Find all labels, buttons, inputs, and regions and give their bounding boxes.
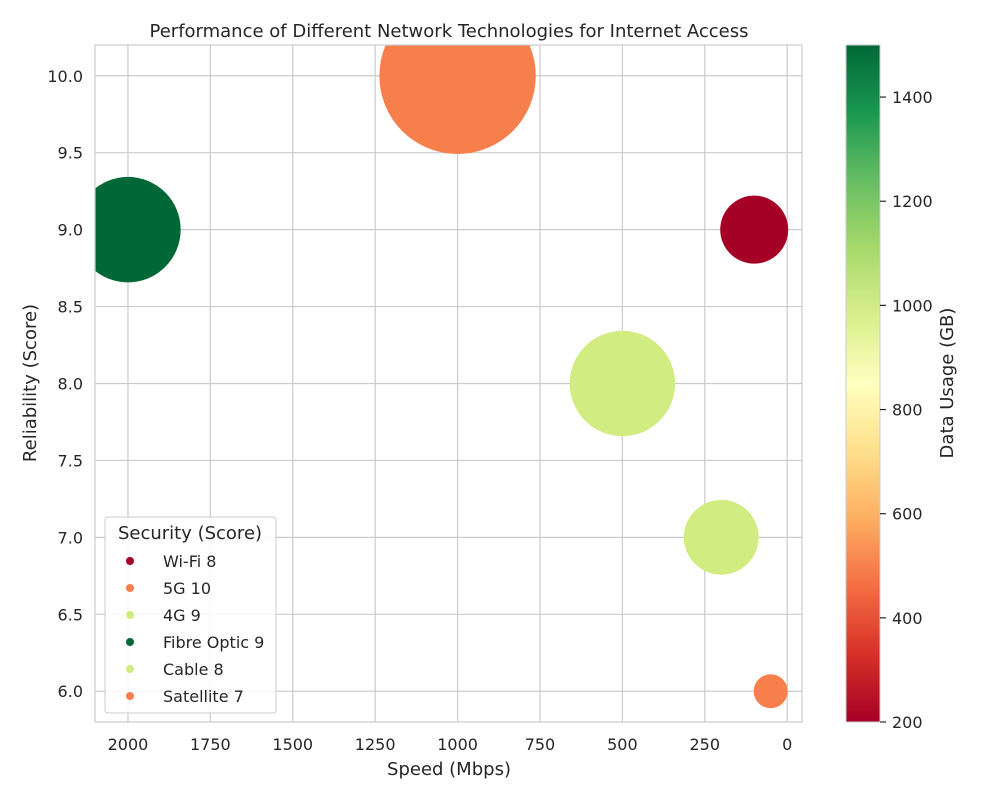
legend-marker bbox=[126, 692, 134, 700]
bubble-layer bbox=[95, 45, 789, 709]
legend-items: Wi-Fi 8 5G 10 4G 9 Fibre Optic 9 Cable 8 Sate… bbox=[126, 552, 264, 706]
colorbar-ticks: 200 400 600 800 1000 1200 1400 bbox=[880, 88, 933, 732]
x-tick-label: 1250 bbox=[355, 735, 396, 754]
colorbar-tick-label: 200 bbox=[892, 713, 923, 732]
colorbar-tick-label: 400 bbox=[892, 609, 923, 628]
x-tick-label: 0 bbox=[782, 735, 792, 754]
y-tick-label: 6.5 bbox=[58, 605, 83, 624]
legend-box bbox=[104, 516, 277, 714]
y-tick-label: 9.5 bbox=[58, 144, 83, 163]
legend-marker bbox=[126, 584, 134, 592]
y-tick-label: 8.5 bbox=[58, 298, 83, 317]
colorbar-tick-label: 1000 bbox=[892, 296, 933, 315]
colorbar-tick-label: 1400 bbox=[892, 88, 933, 107]
y-tick-label: 7.5 bbox=[58, 451, 83, 470]
legend: Security (Score) Wi-Fi 8 5G 10 4G 9 Fibre O… bbox=[104, 516, 277, 714]
colorbar-label: Data Usage (GB) bbox=[937, 308, 958, 459]
legend-entry: Fibre Optic 9 bbox=[163, 633, 264, 652]
legend-entry: Satellite 7 bbox=[163, 687, 244, 706]
legend-entry: 4G 9 bbox=[163, 606, 201, 625]
x-tick-label: 750 bbox=[525, 735, 556, 754]
bubble-5g bbox=[379, 45, 536, 154]
bubble-wi-fi bbox=[720, 195, 789, 264]
plot-frame bbox=[94, 44, 803, 723]
bubble-cable bbox=[683, 499, 759, 575]
y-tick-label: 10.0 bbox=[47, 67, 83, 86]
legend-title: Security (Score) bbox=[118, 523, 262, 544]
colorbar: 200 400 600 800 1000 1200 1400 Data Usage (GB) bbox=[845, 44, 958, 732]
legend-entry: Wi-Fi 8 bbox=[163, 552, 216, 571]
legend-marker bbox=[126, 638, 134, 646]
x-tick-label: 1500 bbox=[272, 735, 313, 754]
y-axis-label: Reliability (Score) bbox=[20, 304, 41, 462]
y-tick-label: 9.0 bbox=[58, 221, 83, 240]
x-axis-ticks: 2000 1750 1500 1250 1000 750 500 250 0 bbox=[108, 735, 793, 754]
legend-marker bbox=[126, 557, 134, 565]
x-tick-label: 1750 bbox=[190, 735, 231, 754]
chart-title: Performance of Different Network Technol… bbox=[150, 21, 749, 42]
y-tick-label: 6.0 bbox=[58, 682, 83, 701]
x-axis-label: Speed (Mbps) bbox=[387, 759, 511, 780]
x-tick-label: 250 bbox=[689, 735, 720, 754]
legend-entry: Cable 8 bbox=[163, 660, 224, 679]
y-tick-label: 8.0 bbox=[58, 375, 83, 394]
x-tick-label: 1000 bbox=[437, 735, 478, 754]
y-tick-label: 7.0 bbox=[58, 528, 83, 547]
bubble-fibre-optic bbox=[95, 176, 181, 283]
y-axis-ticks: 6.0 6.5 7.0 7.5 8.0 8.5 9.0 9.5 10.0 bbox=[47, 67, 83, 701]
legend-marker bbox=[126, 665, 134, 673]
colorbar-tick-label: 800 bbox=[892, 401, 923, 420]
x-tick-label: 2000 bbox=[108, 735, 149, 754]
colorbar-gradient bbox=[845, 44, 881, 723]
legend-marker bbox=[126, 611, 134, 619]
x-tick-label: 500 bbox=[607, 735, 638, 754]
colorbar-tick-label: 600 bbox=[892, 505, 923, 524]
legend-entry: 5G 10 bbox=[163, 579, 211, 598]
bubble-satellite bbox=[753, 674, 788, 709]
colorbar-tick-label: 1200 bbox=[892, 192, 933, 211]
bubble-4g bbox=[569, 330, 676, 437]
